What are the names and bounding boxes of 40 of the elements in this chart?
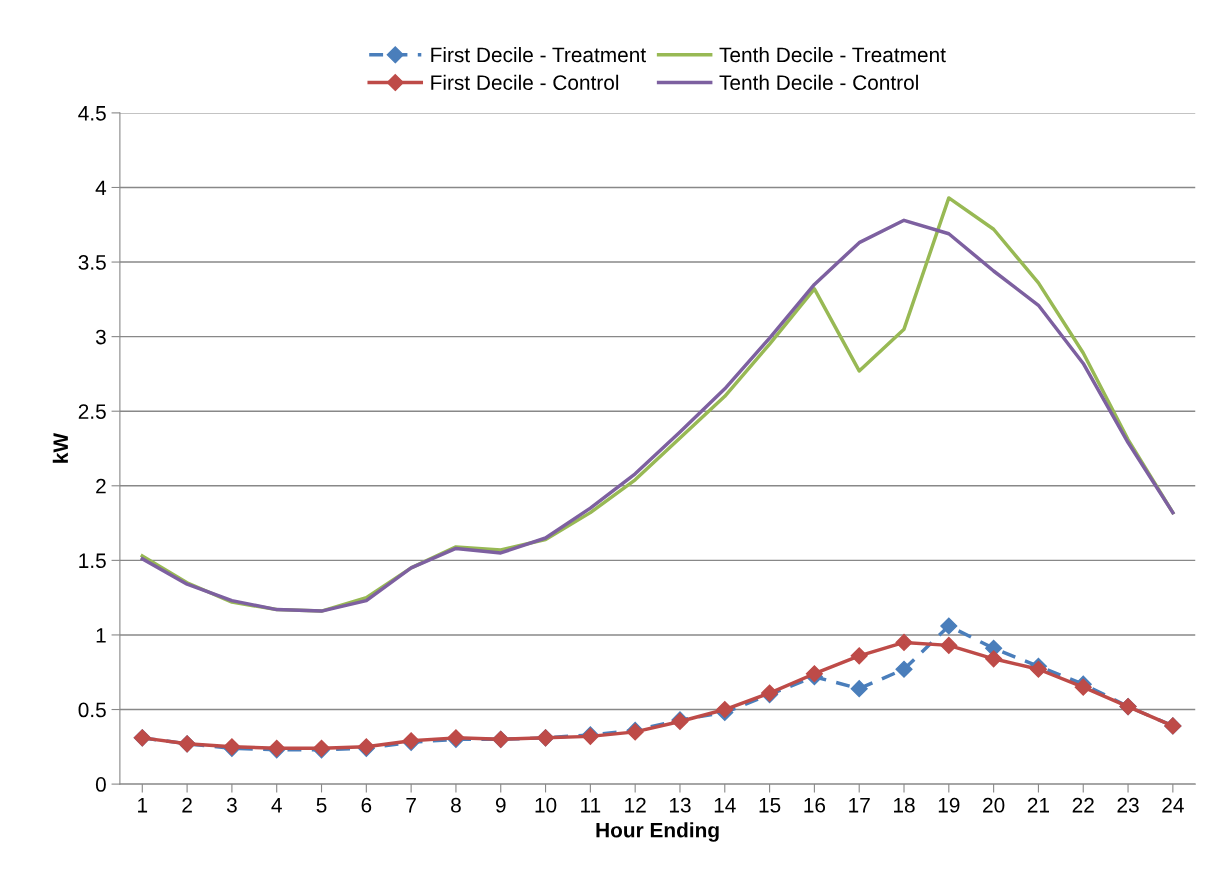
- x-tick-label: 1: [138, 798, 148, 813]
- legend-label: First Decile - Control: [431, 74, 619, 91]
- x-tick-label: 11: [581, 798, 601, 813]
- x-tick-label: 15: [759, 798, 781, 813]
- x-tick-label: 24: [1162, 797, 1184, 813]
- x-tick-label: 5: [316, 798, 327, 813]
- x-axis-title: Hour Ending: [596, 822, 719, 842]
- x-tick-label: 17: [849, 798, 870, 813]
- x-tick-label: 9: [495, 797, 506, 813]
- x-tick-label: 8: [451, 797, 461, 813]
- x-tick-label: 16: [804, 797, 826, 813]
- y-axis-title: kW: [52, 432, 68, 463]
- x-tick-label: 20: [983, 797, 1005, 813]
- x-tick-label: 19: [938, 797, 960, 813]
- x-tick-label: 7: [406, 798, 416, 813]
- y-tick-label: 0.5: [78, 702, 106, 718]
- x-tick-label: 4: [271, 798, 282, 813]
- x-tick-label: 10: [535, 797, 557, 813]
- x-tick-label: 21: [1027, 797, 1049, 813]
- x-tick-label: 14: [714, 798, 736, 813]
- y-tick-label: 4.5: [78, 106, 106, 121]
- y-tick-label: 2.5: [78, 404, 106, 419]
- x-tick-label: 12: [625, 797, 646, 813]
- y-tick-label: 1: [96, 628, 106, 643]
- x-tick-label: 3: [226, 797, 237, 813]
- y-tick-label: 1.5: [79, 553, 106, 569]
- y-tick-label: 3.5: [78, 255, 106, 270]
- x-tick-label: 23: [1117, 797, 1139, 813]
- x-tick-label: 22: [1072, 797, 1094, 813]
- legend-label: First Decile - Treatment: [431, 46, 646, 63]
- y-tick-label: 3: [95, 329, 106, 345]
- x-tick-label: 2: [182, 797, 192, 813]
- legend-label: Tenth Decile - Control: [719, 74, 918, 91]
- y-tick-label: 4: [95, 180, 107, 196]
- legend-label: Tenth Decile - Treatment: [719, 46, 946, 63]
- x-tick-label: 6: [361, 797, 372, 813]
- y-tick-label: 0: [95, 777, 106, 792]
- y-tick-label: 2: [96, 478, 106, 494]
- x-tick-label: 18: [894, 797, 915, 813]
- x-tick-label: 13: [669, 797, 691, 813]
